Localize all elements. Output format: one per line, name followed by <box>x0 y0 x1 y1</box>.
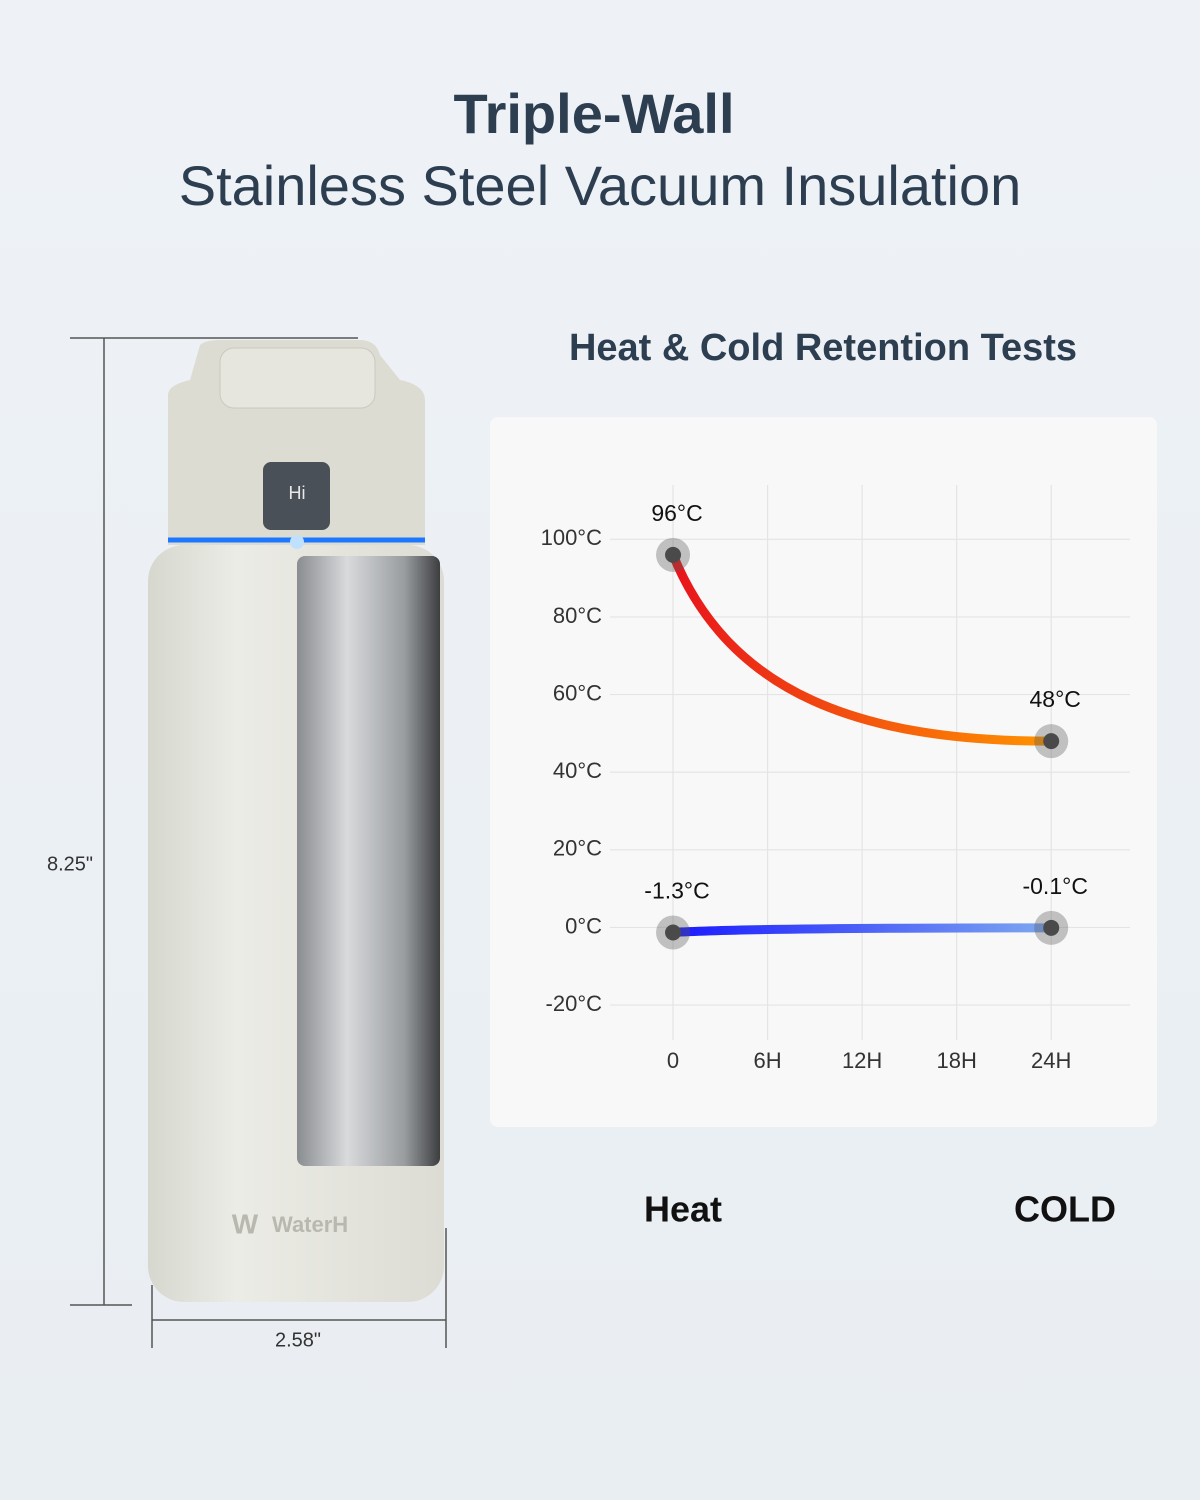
data-point <box>656 537 691 572</box>
y-tick-label: 0°C <box>565 913 602 938</box>
legend-item: Heat <box>523 1189 722 1230</box>
y-tick-label: 60°C <box>553 680 602 705</box>
brand: WaterH <box>272 1212 348 1237</box>
subtitle: Stainless Steel Vacuum Insulation <box>179 154 1022 217</box>
x-tick-label: 6H <box>754 1048 782 1073</box>
series-line <box>668 550 1056 746</box>
light-glow <box>290 535 304 549</box>
data-label: 96°C <box>651 500 702 526</box>
x-tick-label: 18H <box>936 1048 976 1073</box>
x-tick-label: 12H <box>842 1048 882 1073</box>
width-label: 2.58" <box>275 1329 321 1351</box>
y-tick-label: 40°C <box>553 758 602 783</box>
data-point <box>656 915 691 950</box>
data-point <box>1034 910 1069 945</box>
badge <box>263 462 330 530</box>
dimensions: 8.25" 2.58" <box>47 337 447 1351</box>
x-tick-label: 0 <box>667 1048 679 1073</box>
data-label: -1.3°C <box>644 878 709 904</box>
lid-handle <box>219 347 376 409</box>
legend-label: Heat <box>644 1189 722 1230</box>
badge-text: Hi <box>289 483 306 503</box>
x-tick-label: 24H <box>1031 1048 1071 1073</box>
legend-label: COLD <box>1014 1189 1116 1230</box>
series-line <box>668 923 1056 937</box>
chart-title: Heat & Cold Retention Tests <box>569 327 1077 369</box>
y-tick-label: -20°C <box>546 991 603 1016</box>
data-label: -0.1°C <box>1022 873 1087 899</box>
steel-panel <box>297 556 440 1166</box>
data-point <box>1034 724 1069 759</box>
y-tick-label: 80°C <box>553 603 602 628</box>
legend-item: COLD <box>893 1189 1116 1230</box>
brand-logo: W <box>232 1208 259 1239</box>
title: Triple-Wall <box>453 82 734 145</box>
bottle: Hi WaterH W <box>148 340 444 1302</box>
y-tick-label: 20°C <box>553 836 602 861</box>
y-tick-label: 100°C <box>541 525 603 550</box>
data-label: 48°C <box>1030 686 1081 712</box>
plot: -20°C 0°C 20°C 40°C 60°C 80°C 100°C 0 6H 12H 18H 24… <box>523 485 1130 1230</box>
height-label: 8.25" <box>47 853 93 875</box>
